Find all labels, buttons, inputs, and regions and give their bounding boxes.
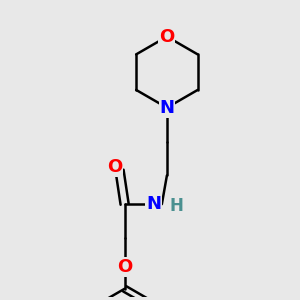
Text: O: O [159, 28, 175, 46]
Text: O: O [107, 158, 122, 176]
Text: N: N [159, 99, 174, 117]
Text: N: N [146, 195, 161, 213]
Text: O: O [117, 258, 132, 276]
Text: H: H [169, 197, 183, 215]
